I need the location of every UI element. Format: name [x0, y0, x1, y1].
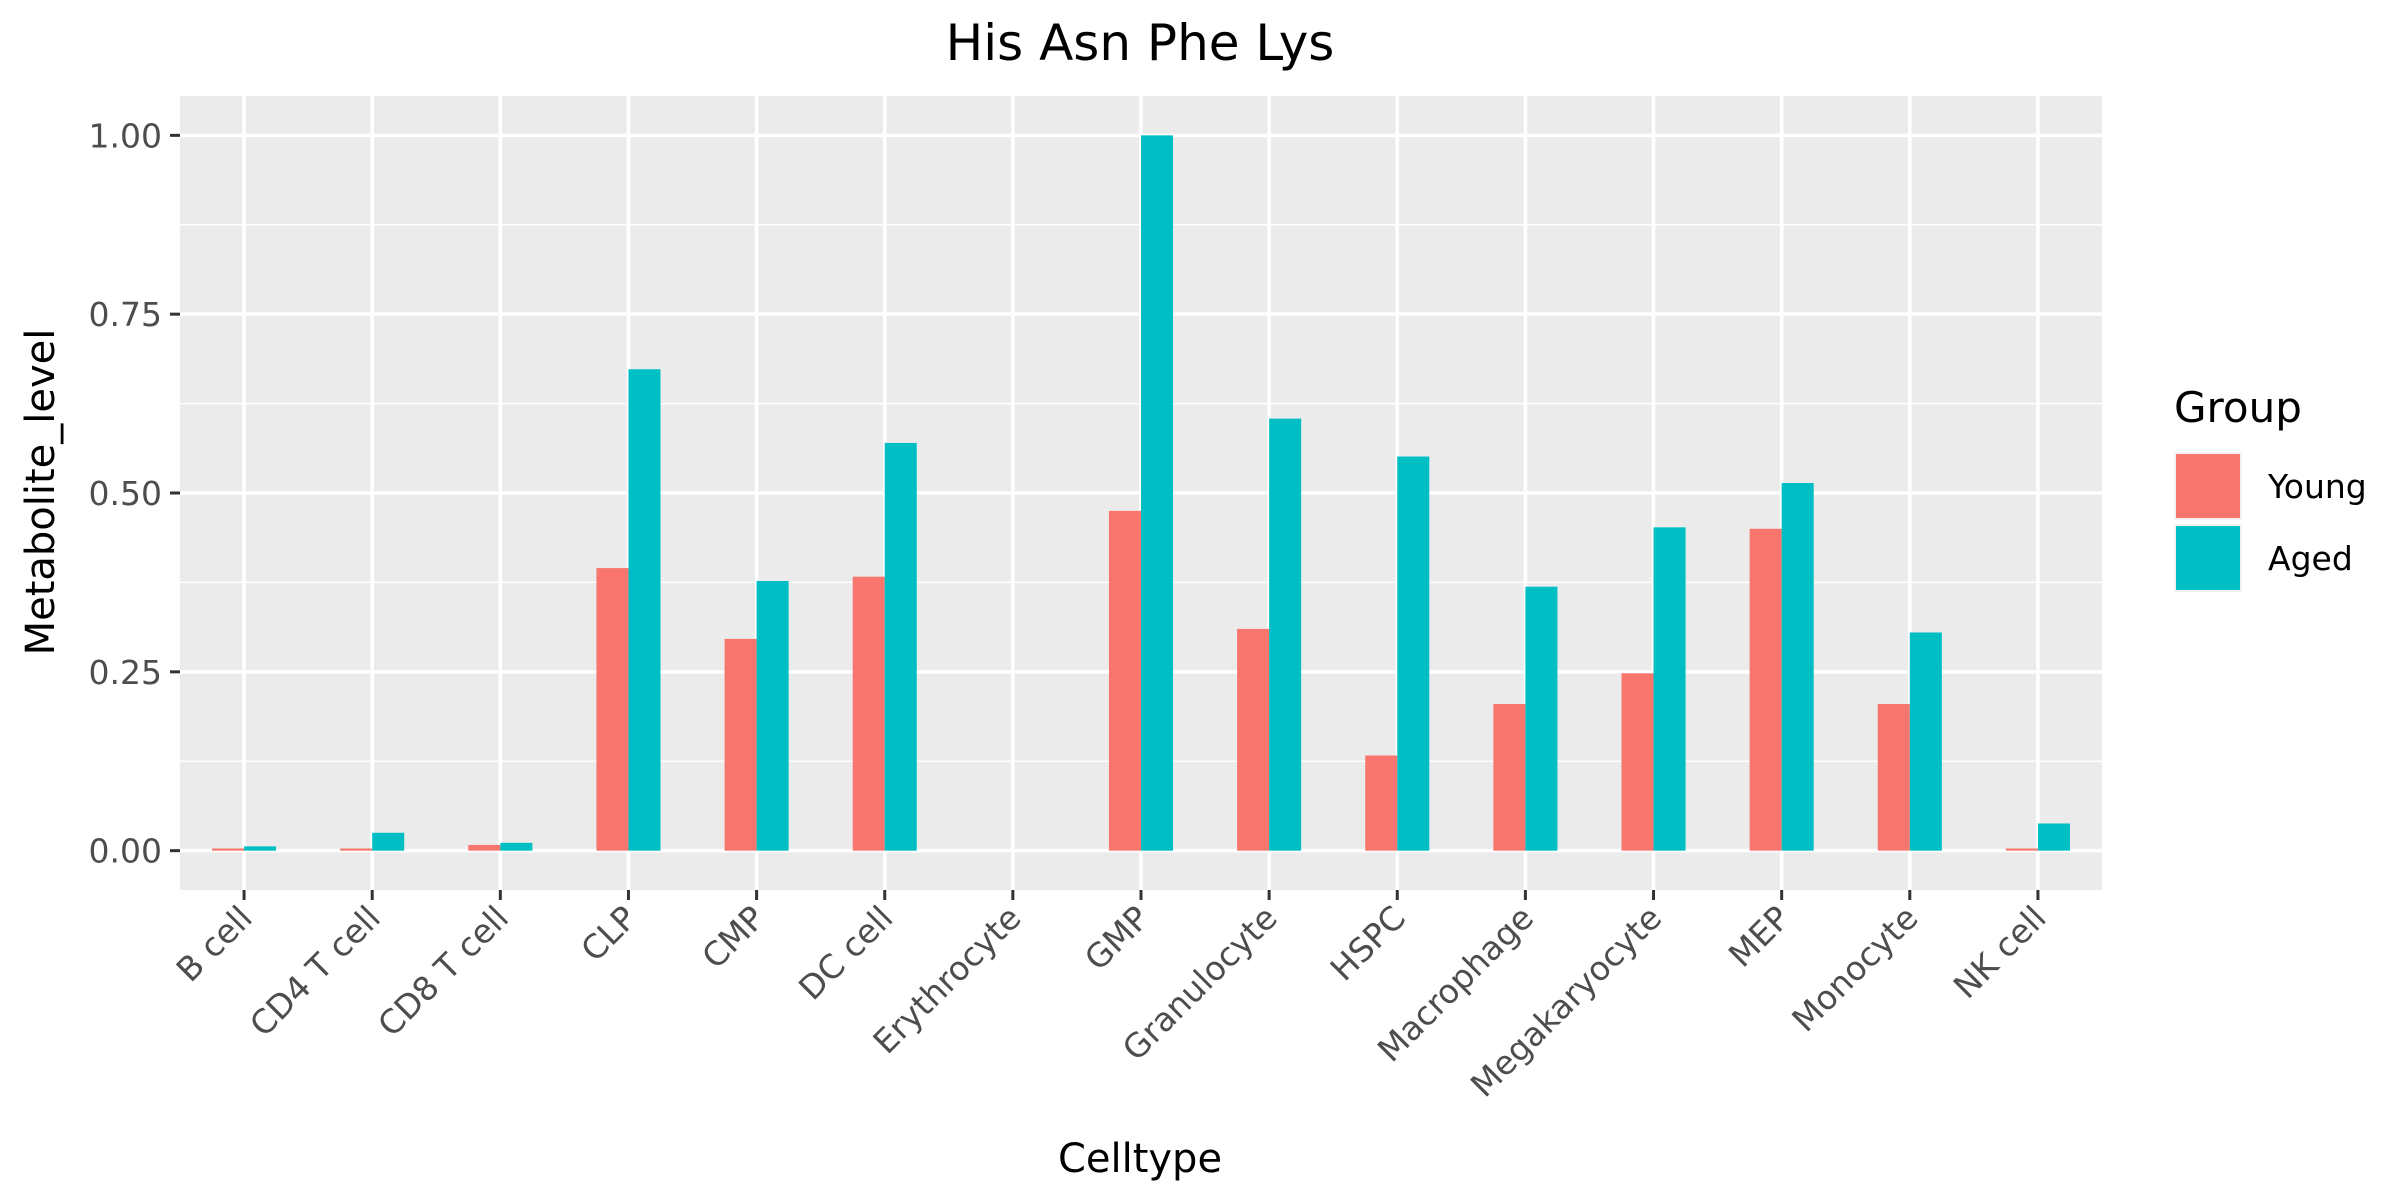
bar-young-clp — [596, 568, 629, 851]
bar-aged-gmp — [1141, 135, 1174, 851]
bar-aged-cd4-t-cell — [372, 832, 405, 851]
bar-young-hspc — [1365, 755, 1398, 851]
bar-young-macrophage — [1493, 704, 1526, 851]
bar-aged-cd8-t-cell — [500, 842, 533, 851]
legend: Group Young Aged — [2174, 383, 2367, 592]
y-tick-label: 0.25 — [89, 653, 162, 692]
bar-young-mep — [1749, 528, 1782, 851]
y-tick-label: 0.00 — [89, 832, 162, 871]
bar-aged-macrophage — [1525, 586, 1558, 851]
bar-young-nk-cell — [2005, 848, 2038, 851]
bar-aged-granulocyte — [1269, 418, 1302, 851]
bar-young-granulocyte — [1237, 628, 1270, 851]
bars — [212, 135, 2070, 851]
bar-young-dc-cell — [852, 576, 885, 851]
legend-key-young — [2176, 454, 2240, 518]
y-axis-title: Metabolite_level — [18, 329, 64, 656]
bar-aged-clp — [628, 369, 661, 851]
bar-young-monocyte — [1877, 704, 1910, 851]
bar-aged-dc-cell — [884, 442, 917, 851]
legend-title: Group — [2174, 383, 2302, 432]
chart-title: His Asn Phe Lys — [946, 14, 1335, 72]
bar-young-b-cell — [212, 848, 245, 851]
y-tick-label: 0.50 — [89, 474, 162, 513]
bar-aged-hspc — [1397, 456, 1430, 851]
y-tick-label: 0.75 — [89, 295, 162, 334]
bar-aged-nk-cell — [2037, 823, 2070, 851]
bar-aged-b-cell — [244, 846, 277, 851]
y-axis: 0.00 0.25 0.50 0.75 1.00 — [89, 116, 180, 871]
bar-aged-mep — [1781, 482, 1814, 851]
bar-aged-cmp — [756, 580, 789, 851]
x-axis-title: Celltype — [1058, 1136, 1222, 1182]
bar-young-cmp — [724, 638, 757, 851]
legend-key-aged — [2176, 526, 2240, 590]
bar-aged-megakaryocyte — [1653, 527, 1686, 851]
bar-young-cd4-t-cell — [340, 848, 373, 851]
y-tick-label: 1.00 — [89, 116, 162, 155]
bar-young-gmp — [1108, 510, 1141, 851]
legend-label-aged: Aged — [2268, 539, 2353, 578]
bar-young-cd8-t-cell — [468, 844, 501, 851]
legend-label-young: Young — [2267, 467, 2367, 506]
bar-aged-monocyte — [1909, 632, 1942, 851]
bar-young-megakaryocyte — [1621, 673, 1654, 851]
